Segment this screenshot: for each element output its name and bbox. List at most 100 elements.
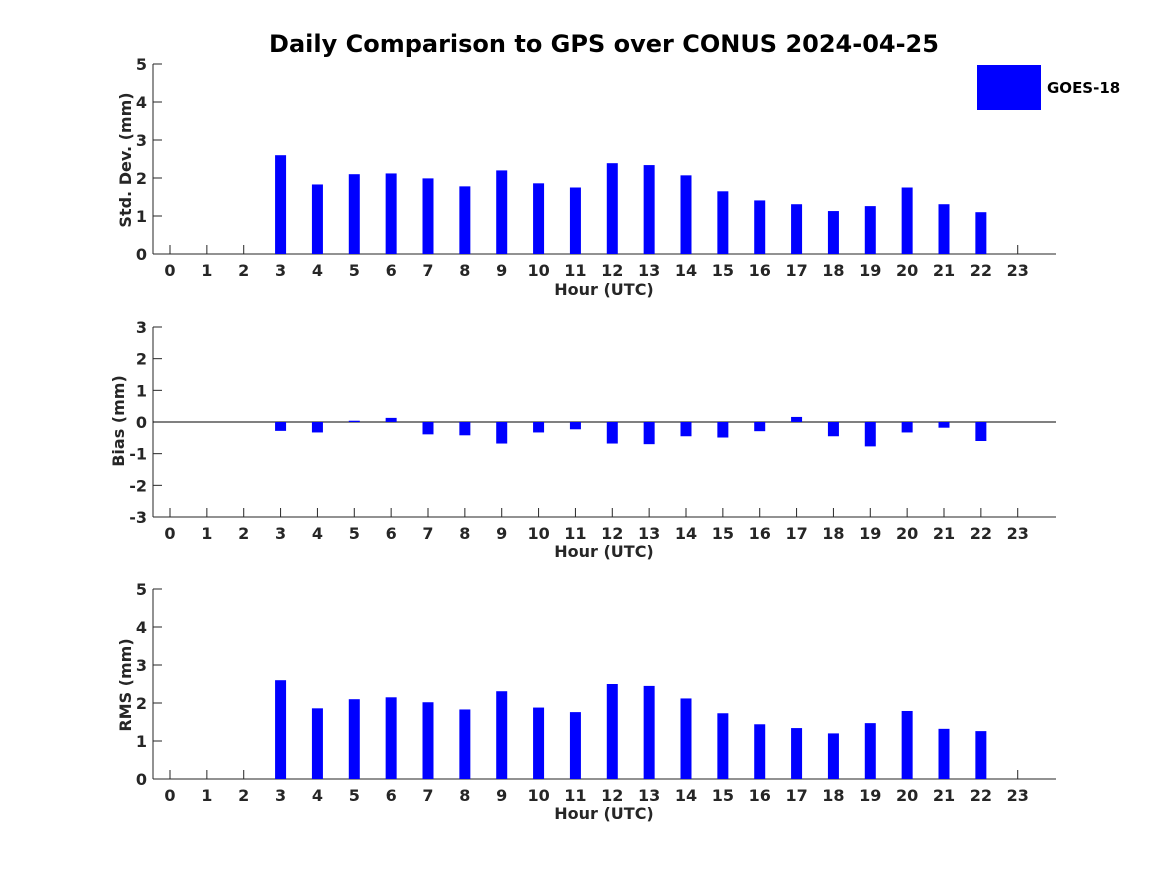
bar-bias-hour-12 [606,422,618,444]
x-tick-label: 7 [422,524,433,543]
x-tick-label: 10 [527,524,549,543]
bar-rms-hour-18 [827,733,839,779]
bar-std-hour-7 [422,178,434,254]
x-tick-label: 2 [238,261,249,280]
x-tick-label: 9 [496,261,507,280]
bar-rms-hour-11 [569,712,581,779]
legend: GOES-18 [977,65,1120,110]
x-tick-label: 4 [312,524,323,543]
x-tick-label: 2 [238,786,249,805]
bar-bias-hour-13 [643,422,655,445]
x-tick-label: 23 [1007,786,1029,805]
bar-std-hour-3 [275,155,287,254]
bar-rms-hour-12 [606,684,618,779]
x-tick-label: 4 [312,786,323,805]
x-tick-label: 11 [564,524,586,543]
x-tick-label: 8 [459,261,470,280]
bar-rms-hour-15 [717,713,729,779]
x-tick-label: 5 [349,261,360,280]
y-axis-label-bias: Bias (mm) [109,375,128,467]
y-tick-label: 4 [136,93,147,112]
x-tick-label: 4 [312,261,323,280]
y-tick-label: 0 [136,770,147,789]
bar-bias-hour-10 [533,422,545,433]
bar-std-hour-13 [643,165,655,254]
bar-rms-hour-6 [385,697,397,779]
bar-bias-hour-11 [569,422,581,430]
bar-std-hour-19 [864,206,876,254]
x-tick-label: 14 [675,524,697,543]
y-tick-label: 5 [136,580,147,599]
x-tick-label: 20 [896,524,918,543]
bar-bias-hour-3 [275,422,287,431]
bar-bias-hour-18 [827,422,839,437]
bar-std-hour-9 [496,170,508,254]
bar-rms-hour-9 [496,691,508,779]
x-tick-label: 18 [822,261,844,280]
x-tick-label: 15 [712,524,734,543]
x-tick-label: 2 [238,524,249,543]
x-tick-label: 0 [164,261,175,280]
bar-std-hour-4 [311,184,323,254]
x-tick-label: 3 [275,261,286,280]
y-tick-label: 1 [136,207,147,226]
bar-bias-hour-21 [938,422,950,428]
y-tick-label: 0 [136,413,147,432]
bar-rms-hour-20 [901,710,913,779]
bar-bias-hour-6 [385,417,397,422]
bar-rms-hour-22 [975,731,987,779]
y-tick-label: 3 [136,131,147,150]
y-tick-label: -2 [129,476,147,495]
bar-std-hour-5 [348,174,360,254]
x-axis-label-rms: Hour (UTC) [554,804,654,823]
x-tick-label: 16 [749,524,771,543]
x-tick-label: 14 [675,261,697,280]
x-tick-label: 22 [970,786,992,805]
bar-rms-hour-13 [643,685,655,779]
legend-swatch [977,65,1041,110]
x-tick-label: 1 [201,261,212,280]
x-tick-label: 16 [749,786,771,805]
bar-rms-hour-17 [791,728,803,779]
x-tick-label: 20 [896,786,918,805]
bar-std-hour-10 [533,183,545,254]
bar-bias-hour-22 [975,422,987,441]
x-tick-label: 17 [785,786,807,805]
x-tick-label: 21 [933,261,955,280]
y-tick-label: 0 [136,245,147,264]
bar-std-hour-12 [606,163,618,254]
bar-bias-hour-9 [496,422,508,444]
y-tick-label: 1 [136,381,147,400]
y-tick-label: 4 [136,618,147,637]
x-tick-label: 6 [386,524,397,543]
x-tick-label: 11 [564,261,586,280]
x-tick-label: 13 [638,786,660,805]
x-tick-label: 1 [201,524,212,543]
x-tick-label: 8 [459,524,470,543]
bar-rms-hour-10 [533,707,545,779]
x-tick-label: 14 [675,786,697,805]
bar-rms-hour-19 [864,723,876,779]
x-tick-label: 13 [638,524,660,543]
x-tick-label: 0 [164,524,175,543]
bar-std-hour-20 [901,187,913,254]
y-tick-label: -1 [129,445,147,464]
y-tick-label: 2 [136,169,147,188]
x-tick-label: 18 [822,524,844,543]
x-tick-label: 6 [386,786,397,805]
x-tick-label: 9 [496,524,507,543]
bar-rms-hour-4 [311,708,323,779]
x-tick-label: 11 [564,786,586,805]
bar-bias-hour-19 [864,422,876,447]
bar-std-hour-17 [791,204,803,254]
x-tick-label: 15 [712,786,734,805]
y-tick-label: 5 [136,55,147,74]
x-tick-label: 15 [712,261,734,280]
y-tick-label: 3 [136,656,147,675]
x-tick-label: 12 [601,786,623,805]
x-tick-label: 16 [749,261,771,280]
x-tick-label: 19 [859,261,881,280]
